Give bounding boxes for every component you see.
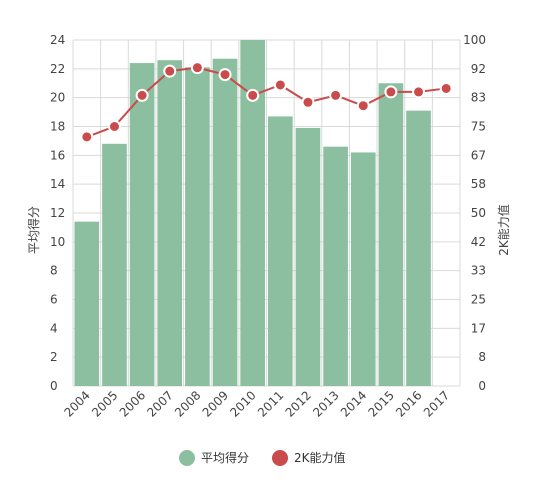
line-point <box>412 85 426 99</box>
line-point <box>356 99 370 113</box>
line-series <box>80 61 453 144</box>
legend-swatch-bar[interactable] <box>179 450 195 466</box>
right-tick-label: 58 <box>471 177 486 191</box>
line-point <box>163 64 177 78</box>
x-tick-label: 2005 <box>89 388 120 419</box>
left-tick-label: 24 <box>50 33 65 47</box>
x-tick-label: 2017 <box>421 388 452 419</box>
bar <box>212 58 238 386</box>
bar <box>157 60 183 386</box>
line-point <box>246 88 260 102</box>
x-tick-label: 2015 <box>366 388 397 419</box>
x-tick-label: 2007 <box>144 388 175 419</box>
right-tick-label: 8 <box>478 350 486 364</box>
right-tick-label: 50 <box>471 206 486 220</box>
x-tick-label: 2014 <box>338 388 369 419</box>
left-tick-label: 12 <box>50 206 65 220</box>
line-point <box>301 95 315 109</box>
line-point <box>190 61 204 75</box>
x-tick-label: 2004 <box>61 388 92 419</box>
bar <box>74 221 100 386</box>
left-tick-label: 6 <box>50 293 58 307</box>
left-tick-label: 18 <box>50 120 65 134</box>
right-tick-label: 67 <box>471 148 486 162</box>
left-tick-label: 14 <box>50 177 65 191</box>
x-tick-label: 2010 <box>227 388 258 419</box>
left-tick-label: 10 <box>50 235 65 249</box>
right-tick-label: 33 <box>471 264 486 278</box>
bar <box>129 63 155 387</box>
bar <box>406 110 431 387</box>
left-tick-label: 2 <box>50 350 58 364</box>
legend-swatch-line[interactable] <box>272 450 288 466</box>
bar-series <box>74 40 431 387</box>
right-tick-label: 75 <box>471 120 486 134</box>
line-point <box>218 68 232 82</box>
right-tick-label: 17 <box>471 321 486 335</box>
right-tick-label: 42 <box>471 235 486 249</box>
line-point <box>135 88 149 102</box>
right-tick-label: 25 <box>471 293 486 307</box>
right-tick-label: 92 <box>471 62 486 76</box>
left-tick-label: 20 <box>50 91 65 105</box>
legend: 平均得分 2K能力值 <box>179 450 346 466</box>
bar <box>378 83 404 386</box>
left-tick-label: 16 <box>50 148 65 162</box>
x-tick-label: 2009 <box>200 388 231 419</box>
left-tick-label: 8 <box>50 264 58 278</box>
line-point <box>80 130 94 144</box>
bar <box>268 116 293 387</box>
left-tick-label: 4 <box>50 321 58 335</box>
line-point <box>329 88 343 102</box>
left-tick-label: 0 <box>50 379 58 393</box>
right-tick-label: 83 <box>471 91 486 105</box>
line-point <box>384 85 398 99</box>
x-tick-label: 2008 <box>172 388 203 419</box>
bar <box>295 127 321 387</box>
x-tick-label: 2011 <box>255 388 286 419</box>
x-tick-label: 2013 <box>310 388 341 419</box>
x-tick-label: 2006 <box>117 388 148 419</box>
bar <box>323 146 348 386</box>
right-axis-title: 2K能力值 <box>496 204 511 256</box>
line-point <box>107 120 121 133</box>
legend-label-bar[interactable]: 平均得分 <box>201 450 249 465</box>
right-tick-label: 0 <box>478 379 486 393</box>
right-tick-label: 100 <box>463 33 486 47</box>
x-tick-label: 2016 <box>393 388 424 419</box>
bar <box>350 152 376 386</box>
left-tick-label: 22 <box>50 62 65 76</box>
x-tick-label: 2012 <box>283 388 314 419</box>
left-axis-title: 平均得分 <box>26 206 41 254</box>
bar <box>185 67 210 387</box>
line-point <box>439 81 453 95</box>
bar <box>102 143 127 386</box>
line-point <box>273 78 287 92</box>
legend-label-line[interactable]: 2K能力值 <box>294 450 346 465</box>
